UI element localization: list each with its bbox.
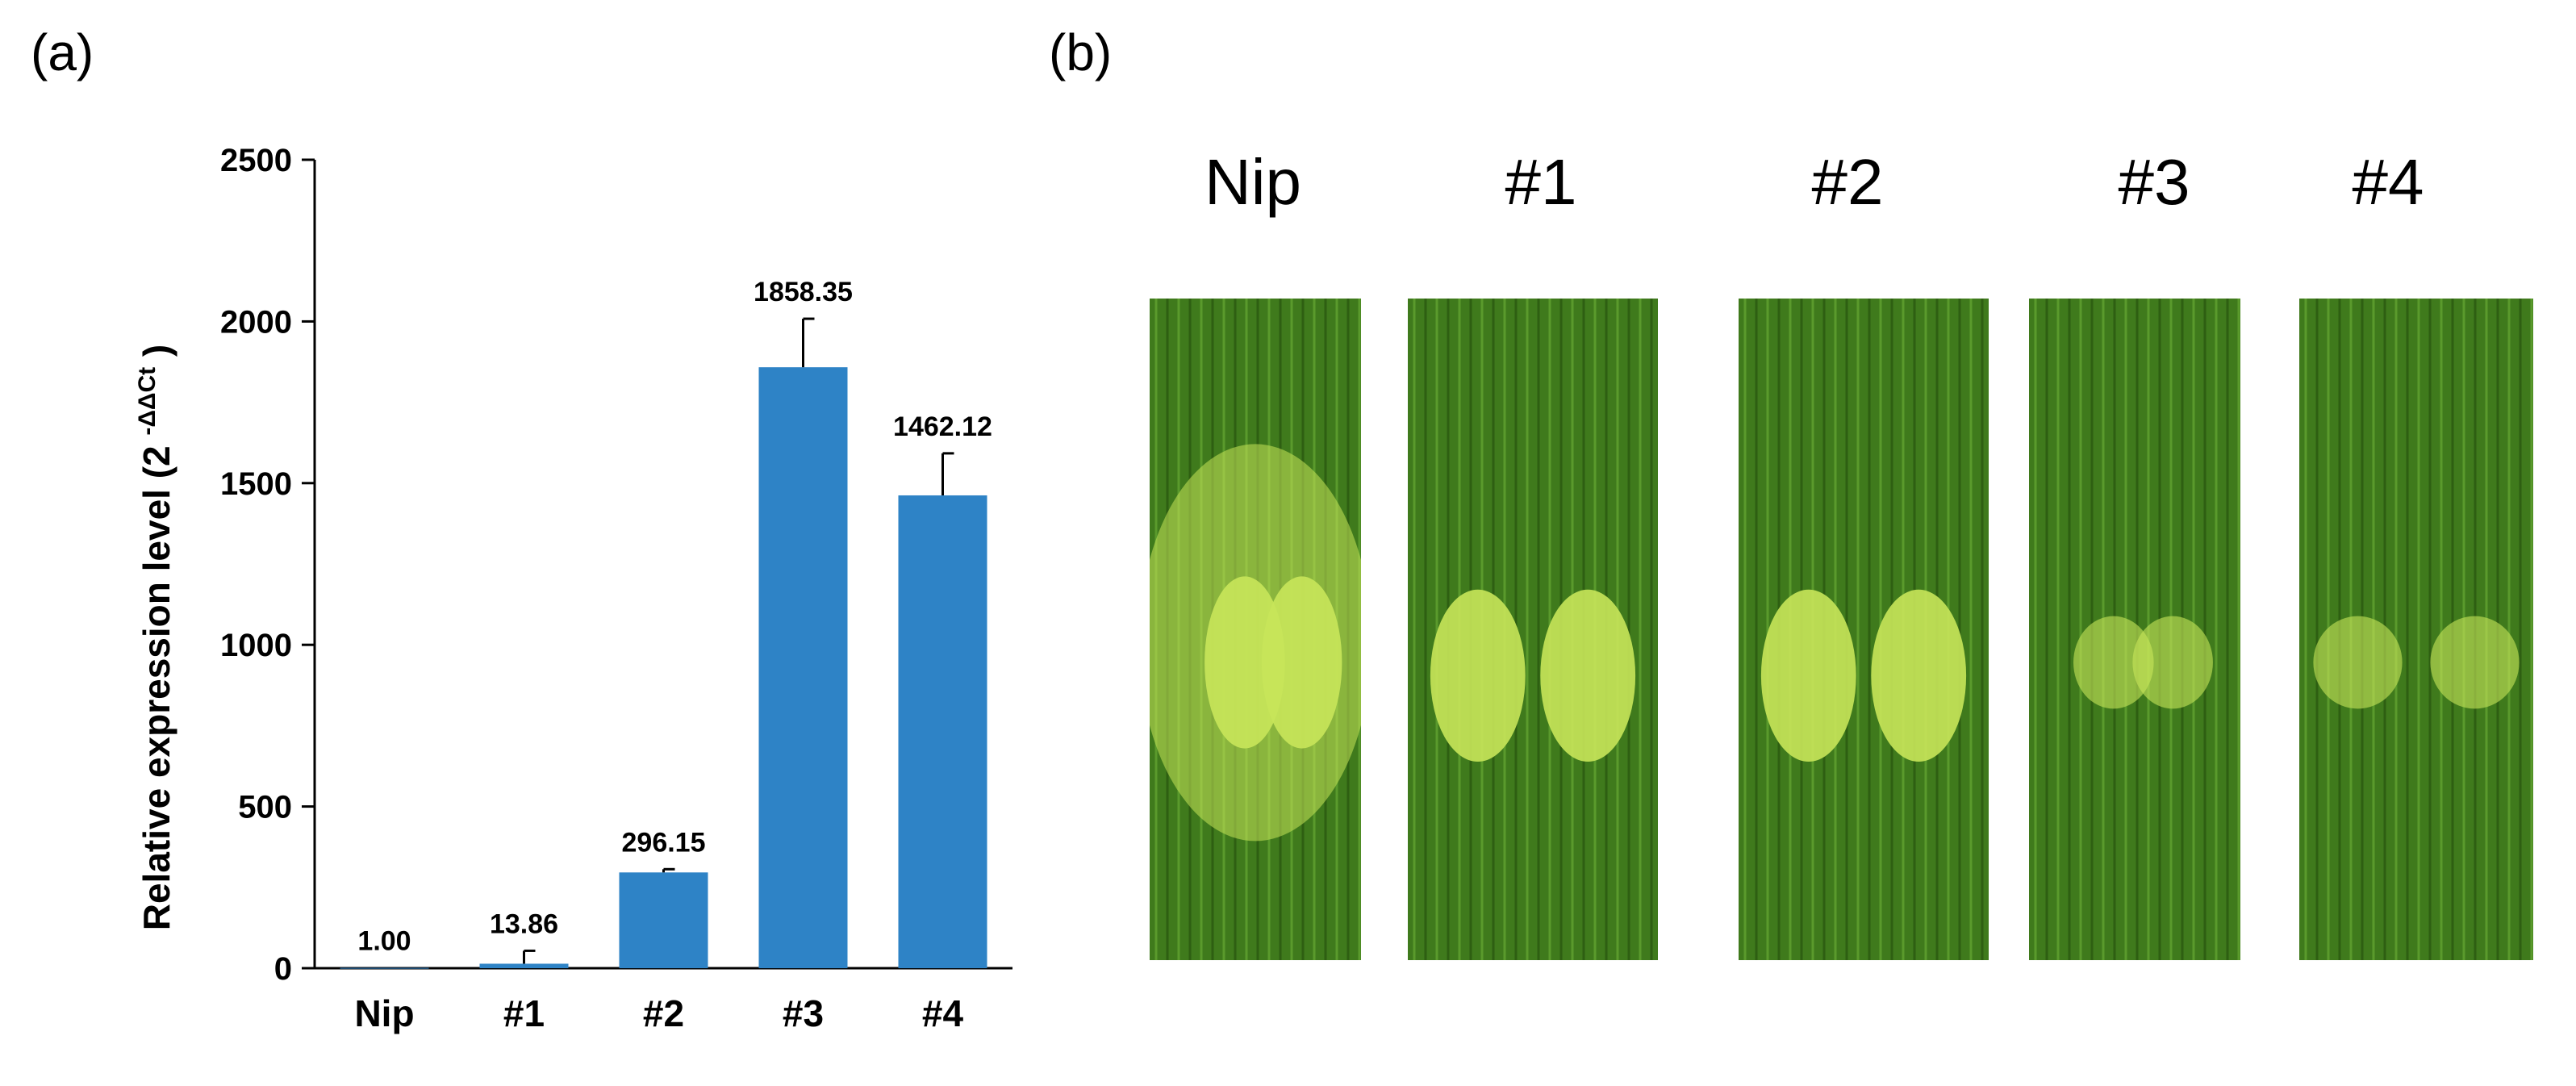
- leaf-lesion: [2430, 616, 2520, 709]
- leaf-lesion: [2073, 616, 2154, 709]
- bar: [340, 967, 429, 969]
- leaf-label-1: #1: [1505, 146, 1577, 218]
- y-axis-label: Relative expression level (2 -ΔΔCt ): [121, 345, 177, 931]
- leaf-label-4: #4: [2352, 146, 2424, 218]
- x-tick-label: #3: [783, 992, 824, 1034]
- leaf-label-nip: Nip: [1204, 146, 1302, 218]
- data-label: 1858.35: [754, 277, 853, 307]
- y-tick-label: 2500: [220, 143, 292, 178]
- y-axis-label-main: Relative expression level (2: [136, 445, 177, 930]
- data-label: 1462.12: [893, 411, 992, 442]
- y-axis-label-close: ): [136, 345, 177, 357]
- leaf-lesion: [1204, 576, 1285, 749]
- y-tick-label: 2000: [220, 304, 292, 340]
- bar: [479, 963, 569, 968]
- leaf-lesion: [1871, 589, 1967, 762]
- leaf-lesion: [1540, 589, 1636, 762]
- leaf-lesion: [2132, 616, 2213, 709]
- panel-b-label: (b): [1049, 23, 1113, 81]
- leaf-image: [1150, 299, 1361, 960]
- leaf-lesion: [2313, 616, 2403, 709]
- x-tick-label: Nip: [354, 992, 414, 1034]
- panel-a-label: (a): [31, 23, 94, 81]
- bar: [619, 872, 708, 968]
- leaf-photo: [1150, 299, 1361, 960]
- bar: [898, 495, 987, 968]
- x-tick-label: #2: [643, 992, 684, 1034]
- leaf-image: [2299, 299, 2533, 960]
- bar: [758, 367, 848, 968]
- data-label: 13.86: [490, 908, 558, 939]
- leaf-image: [1739, 299, 1989, 960]
- x-tick-label: #1: [503, 992, 545, 1034]
- leaf-photo: [2029, 299, 2240, 960]
- leaf-lesion: [1760, 589, 1856, 762]
- y-tick-label: 0: [274, 951, 292, 987]
- leaf-lesion: [1261, 576, 1342, 749]
- leaf-photo: [1408, 299, 1658, 960]
- y-tick-label: 1000: [220, 628, 292, 663]
- x-tick-label: #4: [922, 992, 964, 1034]
- leaf-photo: [1739, 299, 1989, 960]
- leaf-image: [1408, 299, 1658, 960]
- data-label: 296.15: [622, 827, 706, 858]
- data-label: 1.00: [357, 926, 411, 957]
- leaf-label-2: #2: [1811, 146, 1884, 218]
- y-axis-label-sup: -ΔΔCt: [134, 367, 161, 436]
- y-tick-label: 1500: [220, 466, 292, 502]
- y-tick-label: 500: [238, 790, 292, 825]
- bar-chart: 0 500 1000 1500 2000 2500 1.00 Nip 13.86 #1 296.1…: [121, 143, 1012, 1034]
- leaf-photo: [2299, 299, 2533, 960]
- leaf-label-3: #3: [2118, 146, 2190, 218]
- leaf-lesion: [1430, 589, 1526, 762]
- leaf-image: [2029, 299, 2240, 960]
